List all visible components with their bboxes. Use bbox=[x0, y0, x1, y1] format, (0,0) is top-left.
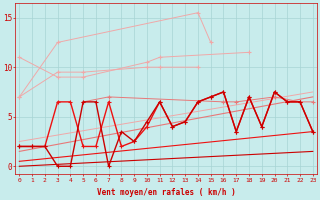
X-axis label: Vent moyen/en rafales ( km/h ): Vent moyen/en rafales ( km/h ) bbox=[97, 188, 236, 197]
